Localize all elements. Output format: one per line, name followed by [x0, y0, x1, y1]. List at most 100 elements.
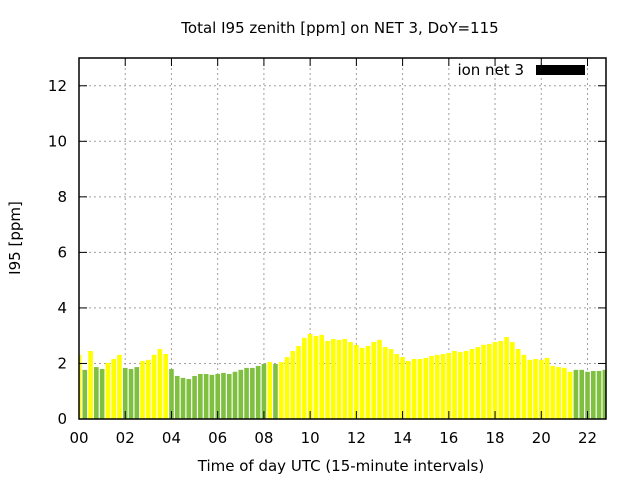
x-tick-label: 10 — [301, 429, 320, 447]
bar — [122, 367, 128, 419]
bar — [475, 347, 481, 419]
bar — [117, 354, 122, 419]
bar — [330, 339, 336, 419]
bar — [186, 379, 192, 419]
legend: ion net 3 — [457, 61, 585, 79]
bar — [290, 350, 296, 419]
bar — [423, 357, 429, 419]
bar — [192, 375, 197, 419]
y-tick-label: 8 — [57, 188, 67, 206]
grid — [79, 58, 606, 419]
bar — [255, 365, 261, 419]
bar — [498, 340, 504, 419]
bar — [88, 350, 93, 419]
bar — [250, 367, 255, 419]
bar — [307, 334, 313, 419]
bar — [82, 369, 88, 419]
bar — [278, 362, 284, 419]
x-tick-label: 06 — [208, 429, 227, 447]
bar — [302, 337, 307, 419]
chart-title: Total I95 zenith [ppm] on NET 3, DoY=115 — [180, 19, 498, 37]
bar — [226, 374, 232, 419]
bar — [99, 369, 105, 419]
bar — [371, 342, 377, 419]
bar — [221, 372, 226, 419]
x-tick-label: 18 — [486, 429, 505, 447]
bar — [79, 354, 82, 419]
plot-border — [78, 57, 607, 420]
bar — [319, 334, 325, 419]
bar — [521, 354, 527, 419]
bar — [544, 357, 550, 419]
bar — [596, 370, 602, 419]
y-tick-label: 4 — [57, 299, 67, 317]
bar — [406, 360, 411, 419]
bar — [157, 349, 163, 419]
bar — [538, 359, 544, 419]
bar — [481, 344, 486, 419]
bar — [579, 369, 585, 419]
y-tick-label: 2 — [57, 354, 67, 372]
bar — [174, 375, 180, 419]
bar — [313, 335, 319, 419]
bar — [105, 362, 111, 419]
bar — [533, 359, 538, 419]
bar — [348, 342, 353, 419]
bar — [590, 370, 596, 419]
bar — [452, 350, 457, 419]
x-tick-label: 16 — [439, 429, 458, 447]
bar — [388, 349, 394, 419]
bar — [232, 371, 238, 419]
bar — [377, 339, 382, 419]
y-tick-label: 12 — [48, 77, 67, 95]
bar — [515, 349, 521, 419]
y-tick-label: 0 — [57, 410, 67, 428]
bar — [429, 355, 434, 419]
bar — [146, 359, 151, 419]
bar — [550, 365, 556, 419]
x-tick-label: 20 — [532, 429, 551, 447]
bar — [203, 374, 209, 419]
bar — [342, 339, 348, 419]
bar — [411, 359, 417, 419]
bar — [198, 374, 203, 419]
x-tick-label: 04 — [162, 429, 181, 447]
bar — [163, 354, 168, 419]
bar — [128, 369, 134, 419]
x-tick-label: 14 — [393, 429, 412, 447]
bar — [394, 354, 400, 419]
bar — [504, 337, 509, 419]
bar — [510, 342, 515, 419]
bar — [469, 349, 475, 419]
bar — [573, 369, 579, 419]
bar — [359, 347, 365, 419]
bar — [169, 369, 174, 419]
bar — [180, 377, 186, 419]
bars — [79, 334, 606, 419]
x-axis-label: Time of day UTC (15-minute intervals) — [197, 457, 484, 475]
bar — [458, 352, 463, 419]
bar — [261, 364, 267, 419]
bar — [215, 374, 220, 419]
bar — [556, 367, 561, 419]
bar — [151, 354, 157, 419]
bar — [325, 340, 330, 419]
x-tick-label: 22 — [578, 429, 597, 447]
bar — [400, 357, 405, 419]
bar — [585, 371, 590, 419]
bar — [440, 354, 446, 419]
bar — [527, 359, 533, 419]
bar — [111, 359, 116, 419]
legend-swatch — [536, 65, 585, 75]
legend-label: ion net 3 — [457, 61, 524, 79]
bar — [446, 352, 452, 419]
bar — [134, 367, 140, 419]
y-tick-label: 10 — [48, 132, 67, 150]
bar — [463, 350, 469, 419]
bar — [296, 345, 301, 419]
bar — [492, 342, 498, 419]
y-axis-label: I95 [ppm] — [6, 201, 24, 275]
bar — [284, 357, 290, 419]
